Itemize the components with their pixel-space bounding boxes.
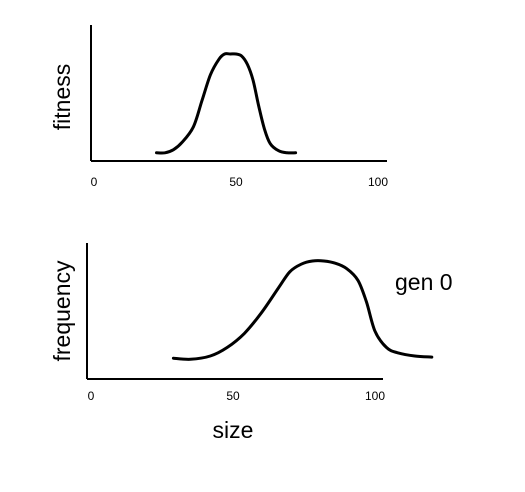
fitness-x-tick-label: 50 <box>229 175 243 189</box>
generation-annotation: gen 0 <box>395 269 453 295</box>
fitness-x-tick-labels: 0 50 100 <box>91 175 389 189</box>
frequency-x-axis-label: size <box>213 417 254 443</box>
fitness-y-axis-label: fitness <box>49 64 75 130</box>
frequency-x-tick-labels: 0 50 100 <box>88 389 386 403</box>
frequency-x-tick-label: 100 <box>365 389 385 403</box>
fitness-x-tick-label: 100 <box>368 175 388 189</box>
fitness-chart: fitness 0 50 100 <box>49 25 388 189</box>
frequency-curve <box>171 259 434 361</box>
frequency-x-tick-label: 50 <box>226 389 240 403</box>
frequency-x-tick-label: 0 <box>88 389 95 403</box>
frequency-y-axis-label: frequency <box>49 260 75 362</box>
frequency-chart: frequency size gen 0 0 50 100 <box>49 243 453 443</box>
fitness-x-tick-label: 0 <box>91 175 98 189</box>
fitness-curve <box>155 52 298 155</box>
